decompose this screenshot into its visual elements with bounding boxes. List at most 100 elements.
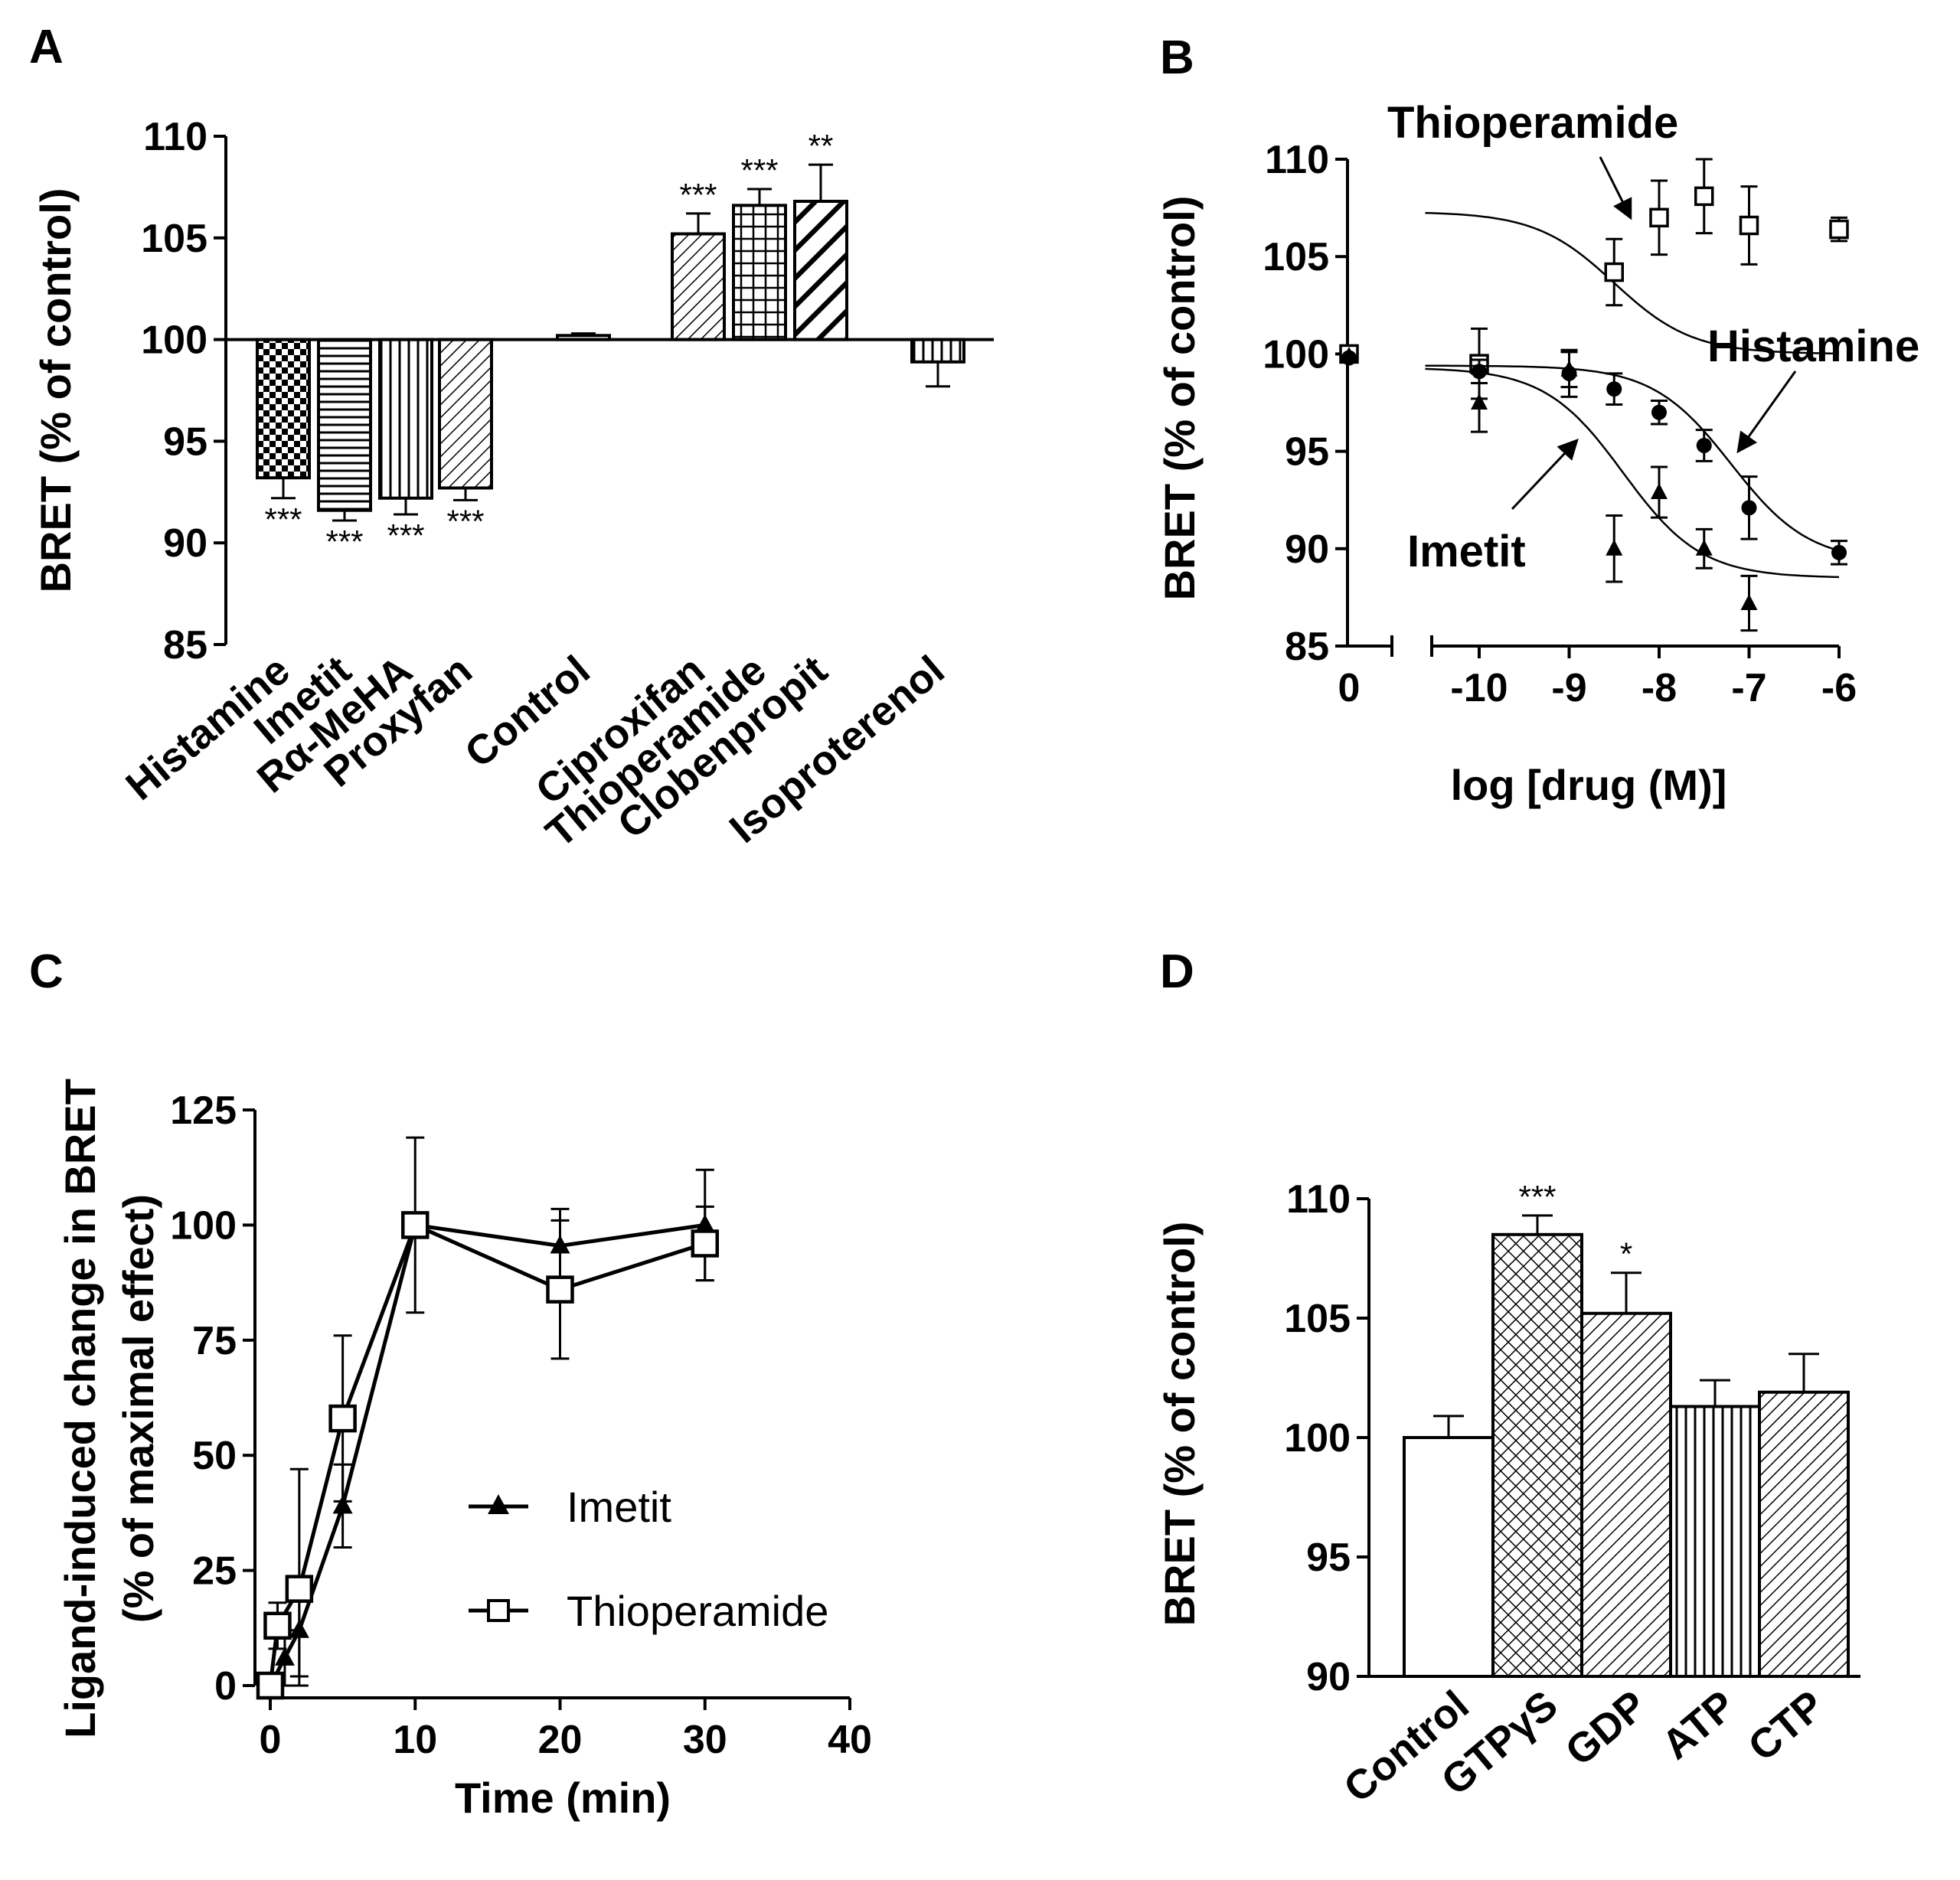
panel-c-x-tick-label: 10 xyxy=(393,1718,437,1762)
panel-label-c: C xyxy=(29,945,64,998)
panel-a-bar-2 xyxy=(378,338,433,500)
panel-d-significance: *** xyxy=(1518,1179,1556,1215)
panel-c-point-thioperamide xyxy=(691,1229,719,1258)
panel-c-ylabel2: (% of maximal effect) xyxy=(114,1194,162,1623)
panel-b-fit-curve-imetit xyxy=(1425,367,1840,579)
panel-a-y-tick-label: 105 xyxy=(141,217,207,261)
panel-b-point-imetit xyxy=(1651,483,1668,500)
panel-b-point-imetit xyxy=(1606,539,1623,556)
panel-c-y-tick-label: 50 xyxy=(192,1434,237,1478)
panel-a-bar-1 xyxy=(317,338,372,512)
panel-a-bar-0 xyxy=(256,338,311,480)
panel-a-bar-8 xyxy=(910,338,965,364)
panel-c-y-tick-label: 125 xyxy=(170,1089,237,1133)
panel-b-ylabel: BRET (% of control) xyxy=(1155,196,1204,601)
arrow-histamine xyxy=(1736,370,1797,454)
panel-c-chart: 0 25 50 75 100 125 0 10 20 30 40 xyxy=(170,1089,872,1762)
panel-b-x-tick-label: -9 xyxy=(1551,666,1586,710)
panel-a-y-tick-label: 90 xyxy=(163,521,207,566)
panel-b-point-histamine xyxy=(1831,544,1847,560)
panel-d-category-label: GDP xyxy=(1557,1682,1655,1774)
panel-d-y-tick-label: 100 xyxy=(1284,1416,1351,1461)
panel-b-point-thioperamide xyxy=(1649,207,1669,228)
panel-a-bar-7 xyxy=(793,199,848,341)
panel-b-fit-curve-histamine xyxy=(1425,364,1840,552)
panel-b-xlabel: log [drug (M)] xyxy=(1451,761,1727,809)
panel-a-y-tick-label: 110 xyxy=(143,115,207,159)
panel-b-fit-curve-thioperamide xyxy=(1425,211,1840,355)
panel-c-point-thioperamide xyxy=(263,1611,292,1640)
panel-b-point-histamine xyxy=(1472,364,1487,380)
annotation-thioperamide: Thioperamide xyxy=(1387,98,1678,148)
panel-d-y-tick-label: 95 xyxy=(1306,1536,1351,1580)
panel-a-y-tick-label: 95 xyxy=(163,419,207,464)
arrow-thioperamide xyxy=(1599,156,1632,220)
panel-c-point-thioperamide xyxy=(328,1404,357,1433)
panel-label-d: D xyxy=(1160,945,1194,998)
panel-d-y-tick-label: 90 xyxy=(1306,1655,1351,1699)
panel-b-y-tick-label: 90 xyxy=(1285,527,1329,572)
panel-a-significance: *** xyxy=(264,501,302,537)
panel-b-x-tick-label: 0 xyxy=(1338,666,1361,710)
legend-marker-imetit xyxy=(488,1494,509,1514)
panel-d-significance: * xyxy=(1620,1236,1632,1272)
panel-a-chart: 110105100959085***Histamine***Imetit***R… xyxy=(117,115,994,857)
panel-c-point-imetit xyxy=(274,1647,295,1666)
panel-a-y-tick-label: 100 xyxy=(141,318,207,363)
panel-a-bar-5 xyxy=(671,232,726,341)
panel-b-point-thioperamide xyxy=(1829,219,1849,240)
panel-d-bar-2 xyxy=(1580,1311,1672,1678)
panel-b-y-tick-label: 85 xyxy=(1285,625,1329,669)
panel-b-point-histamine xyxy=(1696,437,1712,453)
panel-c-point-thioperamide xyxy=(401,1211,430,1239)
panel-a-significance: ** xyxy=(808,128,834,164)
panel-b-y-tick-label: 105 xyxy=(1263,235,1329,279)
panel-b-point-imetit xyxy=(1695,539,1713,556)
panel-b-chart: 110 105 100 95 90 850 -10 -9 -8 -7 -6 xyxy=(1263,138,1857,710)
panel-b-point-histamine xyxy=(1741,500,1757,516)
panel-b-point-thioperamide xyxy=(1694,186,1714,207)
panel-c-y-tick-label: 25 xyxy=(192,1549,237,1594)
panel-b-point-imetit xyxy=(1471,393,1488,410)
panel-b-point-thioperamide xyxy=(1604,262,1624,282)
annotation-imetit: Imetit xyxy=(1407,527,1526,576)
panel-b-x-tick-label: -10 xyxy=(1450,666,1508,710)
panel-c-x-tick-label: 40 xyxy=(828,1718,872,1762)
panel-c-xlabel: Time (min) xyxy=(455,1774,671,1822)
panel-d-category-label: CTP xyxy=(1740,1682,1832,1770)
panel-c-y-tick-label: 100 xyxy=(170,1203,237,1248)
panel-c-x-tick-label: 20 xyxy=(538,1718,583,1762)
panel-d-y-tick-label: 110 xyxy=(1286,1177,1351,1222)
panel-b-y-tick-label: 95 xyxy=(1285,430,1329,475)
panel-b-x-tick-label: -6 xyxy=(1821,666,1857,710)
panel-d-ylabel: BRET (% of control) xyxy=(1155,1222,1204,1627)
panel-d-bar-4 xyxy=(1758,1390,1850,1678)
panel-a-significance: *** xyxy=(740,152,778,188)
panel-b-point-thioperamide xyxy=(1739,215,1759,236)
panel-a-bar-6 xyxy=(732,204,787,341)
panel-b-x-tick-label: -8 xyxy=(1642,666,1677,710)
panel-b-x-tick-label: -7 xyxy=(1731,666,1766,710)
legend-label-thioperamide: Thioperamide xyxy=(567,1587,828,1635)
panel-c-y-tick-label: 0 xyxy=(214,1664,237,1709)
panel-a-significance: *** xyxy=(387,517,424,553)
panel-b-point-imetit xyxy=(1560,360,1578,377)
legend-marker-thioperamide xyxy=(487,1599,510,1622)
panel-b-control-point-imetit xyxy=(1341,346,1357,363)
panel-c-point-thioperamide xyxy=(546,1275,574,1304)
panel-d-bar-1 xyxy=(1491,1232,1583,1679)
panel-a-significance: *** xyxy=(446,503,484,539)
panel-b-point-histamine xyxy=(1651,404,1667,420)
legend-label-imetit: Imetit xyxy=(567,1483,671,1531)
panel-b-point-imetit xyxy=(1740,594,1758,611)
panel-c-x-tick-label: 30 xyxy=(683,1718,727,1762)
panel-b-y-tick-label: 100 xyxy=(1263,332,1329,377)
annotation-histamine: Histamine xyxy=(1707,321,1919,371)
panel-c-point-thioperamide xyxy=(256,1671,285,1700)
panel-c-y-tick-label: 75 xyxy=(192,1319,237,1363)
panel-b-y-tick-label: 110 xyxy=(1265,138,1329,182)
panel-a-significance: *** xyxy=(679,177,717,213)
panel-a-ylabel: BRET (% of control) xyxy=(31,188,80,593)
